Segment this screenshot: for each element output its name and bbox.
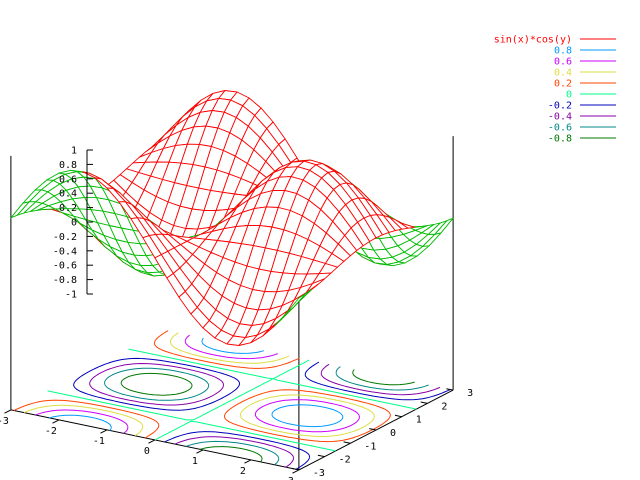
y-tick xyxy=(394,414,402,418)
contour-level-3 xyxy=(13,330,391,443)
y-tick-label: 0 xyxy=(390,428,396,439)
y-tick xyxy=(369,428,377,431)
z-tick-label: -1 xyxy=(65,290,77,301)
x-tick-label: 2 xyxy=(240,466,246,477)
surface-mesh xyxy=(10,90,454,346)
z-tick-label: 0.2 xyxy=(59,203,77,214)
x-tick-label: 0 xyxy=(144,446,150,457)
contour-level-2 xyxy=(23,332,375,437)
legend-label: 0.2 xyxy=(554,79,572,90)
surface-cell xyxy=(286,293,306,314)
legend-label: sin(x)*cos(y) xyxy=(494,35,572,46)
contour-level-8 xyxy=(120,369,415,463)
z-tick-label: 0.6 xyxy=(59,174,77,185)
x-tick xyxy=(148,439,156,444)
x-tick-label: -1 xyxy=(93,436,105,447)
x-tick xyxy=(4,409,12,414)
contour-level-4 xyxy=(47,348,417,452)
z-tick-label: -0.8 xyxy=(53,275,77,286)
z-tick-label: 0 xyxy=(71,218,77,229)
x-tick xyxy=(100,429,108,434)
legend-label: -0.6 xyxy=(548,123,572,134)
legend-label: 0 xyxy=(566,90,572,101)
y-tick xyxy=(292,468,300,471)
x-tick-label: 1 xyxy=(192,456,198,467)
y-tick-label: 2 xyxy=(441,401,447,412)
contour-level-7 xyxy=(104,366,429,466)
z-axis: 1 0.8 0.6 0.4 0.2 0 -0.2 -0.4 -0.6 -0.8 -1 xyxy=(53,146,93,301)
legend-label: -0.4 xyxy=(548,112,572,123)
legend-label: 0.6 xyxy=(554,57,572,68)
y-tick-label: -3 xyxy=(313,468,325,479)
x-tick-label: -2 xyxy=(45,426,57,437)
contour-level-6 xyxy=(89,363,441,468)
legend-label: -0.8 xyxy=(548,134,572,145)
legend-label: 0.8 xyxy=(554,46,572,57)
z-tick-label: -0.2 xyxy=(53,232,77,243)
contour-level-5 xyxy=(73,357,451,470)
x-tick xyxy=(244,459,252,464)
legend-label: -0.2 xyxy=(548,101,572,112)
base-contours xyxy=(13,330,451,470)
z-tick-label: -0.6 xyxy=(53,261,77,272)
x-tick xyxy=(292,469,300,474)
z-tick-label: 0.8 xyxy=(59,160,77,171)
z-tick-label: -0.4 xyxy=(53,246,77,257)
y-tick xyxy=(446,388,454,391)
legend-label: 0.4 xyxy=(554,68,572,79)
contour-level-0 xyxy=(49,337,344,431)
y-tick xyxy=(420,401,428,404)
y-tick xyxy=(317,454,325,458)
x-tick-label: 3 xyxy=(288,476,294,480)
z-tick-label: 1 xyxy=(71,146,77,157)
legend: sin(x)*cos(y)0.80.60.40.20-0.2-0.4-0.6-0… xyxy=(494,35,616,145)
y-axis: -3 -2 -1 0 1 2 3 xyxy=(292,388,473,479)
x-axis: -3 -2 -1 0 1 2 3 xyxy=(0,409,300,480)
y-tick-label: 3 xyxy=(467,388,473,399)
y-tick-label: 1 xyxy=(416,415,422,426)
z-tick-label: 0.4 xyxy=(59,189,77,200)
contour-level-1 xyxy=(35,334,360,434)
y-tick xyxy=(343,441,351,444)
y-tick-label: -2 xyxy=(339,455,351,466)
y-tick-label: -1 xyxy=(364,441,376,452)
x-tick xyxy=(52,419,60,424)
x-tick xyxy=(196,449,204,454)
x-tick-label: -3 xyxy=(0,416,9,427)
